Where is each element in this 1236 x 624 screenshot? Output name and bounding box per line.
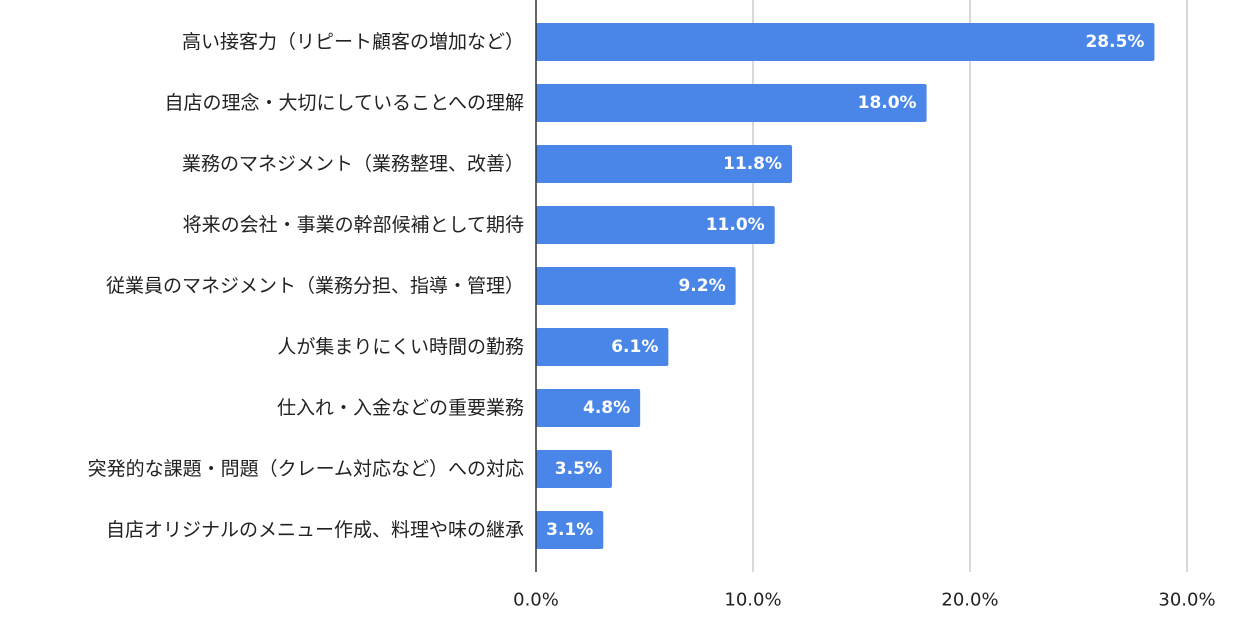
category-label: 業務のマネジメント（業務整理、改善） [182, 153, 524, 175]
category-label: 人が集まりにくい時間の勤務 [277, 336, 524, 358]
bar [536, 206, 775, 244]
data-label: 3.1% [546, 520, 593, 540]
category-label: 自店の理念・大切にしていることへの理解 [165, 91, 524, 114]
data-label: 11.8% [723, 154, 782, 174]
category-label: 突発的な課題・問題（クレーム対応など）への対応 [88, 458, 524, 480]
category-label: 仕入れ・入金などの重要業務 [277, 397, 524, 419]
value-labels: 28.5% 18.0% 11.8% 11.0% 9.2% 6.1% 4.8% 3.5% 3.1% [546, 32, 1144, 540]
bar [536, 145, 793, 183]
category-label: 従業員のマネジメント（業務分担、指導・管理） [106, 275, 524, 297]
data-label: 4.8% [583, 398, 630, 418]
x-tick-label: 30.0% [1158, 590, 1215, 611]
bar [536, 84, 927, 122]
data-label: 18.0% [858, 93, 917, 113]
category-labels: 高い接客力（リピート顧客の増加など） 自店の理念・大切にしていることへの理解業務の… [88, 31, 524, 541]
data-label: 9.2% [678, 276, 725, 296]
bar [536, 23, 1155, 61]
data-label: 3.5% [555, 459, 602, 479]
category-label: 自店オリジナルのメニュー作成、料理や味の継承 [106, 519, 524, 541]
bar [536, 450, 612, 488]
x-tick-label: 20.0% [941, 590, 998, 611]
x-tick-label: 0.0% [513, 590, 559, 611]
bar [536, 511, 604, 549]
data-label: 6.1% [611, 337, 658, 357]
data-label: 28.5% [1085, 32, 1144, 52]
x-tick-labels: 0.0% 10.0% 20.0% 30.0% [513, 590, 1215, 611]
bar [536, 328, 669, 366]
data-label: 11.0% [706, 215, 765, 235]
category-label: 高い接客力（リピート顧客の増加など） [182, 31, 524, 53]
bar [536, 267, 736, 305]
x-tick-label: 10.0% [724, 590, 781, 611]
bar [536, 389, 641, 427]
category-label: 将来の会社・事業の幹部候補として期待 [183, 214, 524, 236]
bars [536, 23, 1155, 549]
